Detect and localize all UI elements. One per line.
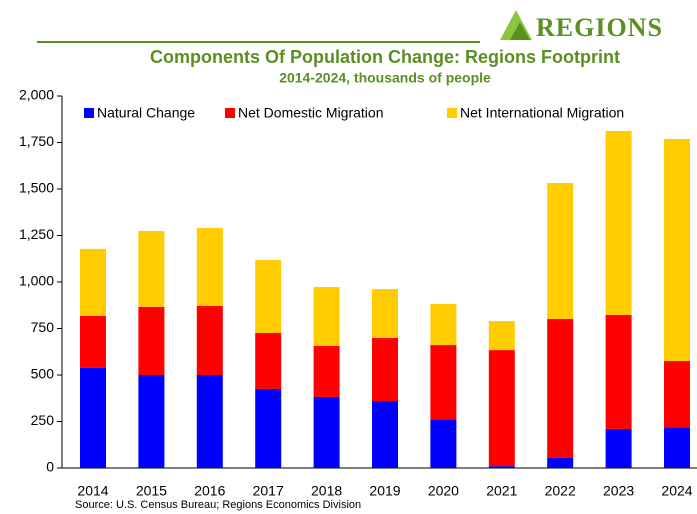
bar-segment <box>313 345 340 397</box>
bar-segment <box>138 375 165 468</box>
logo-icon <box>500 10 532 40</box>
brand: Regions <box>536 13 663 42</box>
bar-segment <box>547 183 574 320</box>
bar-segment <box>605 314 632 429</box>
y-tick-label: 0 <box>46 459 54 475</box>
bar-segment <box>664 138 690 362</box>
x-tick-label: 2014 <box>77 483 108 499</box>
bar-segment <box>488 350 515 467</box>
legend-label: Net Domestic Migration <box>238 105 384 121</box>
source: Source: U.S. Census Bureau; Regions Econ… <box>75 499 361 511</box>
y-tick-label: 1,750 <box>19 133 54 149</box>
bar-segment <box>372 401 398 468</box>
bar-segment <box>430 303 457 346</box>
bar-segment <box>372 337 398 402</box>
bar-segment <box>196 228 223 306</box>
legend-label: Natural Change <box>97 105 195 121</box>
x-tick-label: 2019 <box>369 483 400 499</box>
bar-segment <box>547 319 574 458</box>
bar-segment <box>488 321 515 351</box>
x-tick-label: 2018 <box>311 483 342 499</box>
bar-segment <box>80 367 106 468</box>
x-tick-label: 2021 <box>486 483 517 499</box>
legend-swatch <box>84 108 94 118</box>
bar-segment <box>138 231 165 307</box>
bar-segment <box>255 332 282 389</box>
legend-label: Net International Migration <box>460 105 624 121</box>
legend-swatch <box>447 108 457 118</box>
legend-swatch <box>225 108 235 118</box>
bar-segment <box>547 457 574 468</box>
y-tick-label: 1,250 <box>19 226 54 242</box>
bar-segment <box>196 375 223 468</box>
x-tick-label: 2017 <box>253 483 284 499</box>
chart-subtitle: 2014-2024, thousands of people <box>279 70 491 86</box>
y-tick-label: 1,500 <box>19 180 54 196</box>
bar-segment <box>313 287 340 346</box>
x-tick-label: 2020 <box>428 483 459 499</box>
bar-segment <box>664 361 690 429</box>
x-tick-label: 2016 <box>194 483 225 499</box>
y-tick-label: 500 <box>31 366 55 382</box>
bar-segment <box>196 305 223 375</box>
y-tick-label: 750 <box>31 319 55 335</box>
bar-segment <box>605 130 632 315</box>
bar-segment <box>313 396 340 468</box>
x-tick-label: 2022 <box>545 483 576 499</box>
bar-segment <box>255 388 282 468</box>
chart-title: Components Of Population Change: Regions… <box>150 47 620 67</box>
bar-segment <box>664 428 690 468</box>
y-tick-label: 2,000 <box>19 87 54 103</box>
bar-segment <box>138 306 165 375</box>
x-tick-label: 2024 <box>661 483 692 499</box>
y-tick-label: 1,000 <box>19 273 54 289</box>
bar-segment <box>372 289 398 338</box>
bar-segment <box>605 428 632 468</box>
bar-segment <box>255 260 282 333</box>
y-tick-label: 250 <box>31 412 55 428</box>
bar-segment <box>80 248 106 316</box>
bar-segment <box>488 466 515 468</box>
bar-segment <box>430 345 457 421</box>
bar-segment <box>80 315 106 368</box>
x-tick-label: 2023 <box>603 483 634 499</box>
x-tick-label: 2015 <box>136 483 167 499</box>
bar-segment <box>430 420 457 468</box>
